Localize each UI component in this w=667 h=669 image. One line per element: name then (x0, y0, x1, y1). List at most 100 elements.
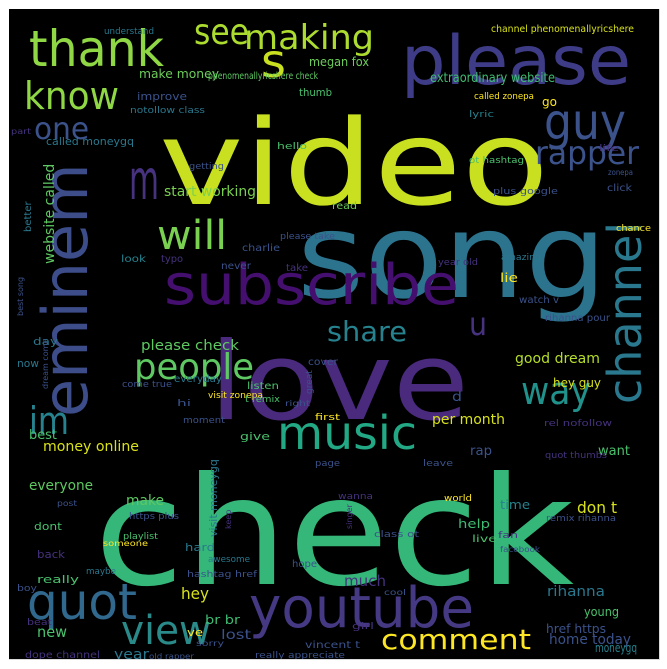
word-start-working: start working (164, 184, 256, 200)
word-please: please (401, 22, 631, 101)
word-music: music (277, 406, 417, 460)
word-charlie: charlie (242, 243, 280, 254)
word-fan: fan (498, 531, 518, 541)
word-don-t: don t (577, 498, 617, 517)
word-leave: leave (423, 459, 454, 469)
word-sorry: sorry (196, 639, 224, 648)
word-love: love (209, 320, 469, 445)
word-give: give (240, 430, 270, 443)
word-page: page (315, 459, 341, 469)
word-keep: keep (224, 510, 233, 529)
word-watch-v: watch v (519, 295, 559, 306)
word-chance: chance (616, 224, 651, 234)
word-m: m (129, 148, 159, 212)
word-quot-thumbs: quot thumbs (545, 451, 607, 461)
word-good-dream: good dream (515, 351, 600, 367)
word-thumb: thumb (299, 86, 332, 99)
word-im: im (29, 399, 69, 443)
word-d: d (452, 390, 462, 405)
word-rapper: rapper (535, 134, 640, 172)
word-dream-come: dream come (41, 339, 50, 389)
word-amazing: amazing (501, 253, 541, 263)
word-please-take: please take (280, 232, 335, 242)
word-life: life (599, 144, 620, 154)
word-look: look (121, 254, 146, 265)
word-one: one (34, 112, 89, 147)
word-getting: getting (189, 162, 224, 172)
word-someone: someone (103, 539, 148, 548)
word-hope: hope (292, 559, 317, 570)
word-lost: lost (221, 628, 251, 643)
word-awesome: awesome (208, 555, 250, 565)
word-ve: ve (187, 626, 203, 639)
word-playlist: playlist (123, 532, 159, 542)
word-thank: thank (29, 20, 164, 78)
word-rel-nofollow: rel nofollow (544, 419, 612, 429)
word-never: never (221, 261, 252, 272)
word-post: post (57, 499, 77, 508)
word-s: s (261, 34, 286, 88)
word-year-old: year old (438, 258, 478, 268)
word-facebook: facebook (500, 545, 540, 554)
word-know: know (24, 74, 119, 118)
word-hi: hi (177, 399, 191, 409)
word-view: view (121, 608, 211, 654)
word-moneygq: moneygq (595, 641, 637, 655)
word-per-month: per month (432, 412, 505, 428)
word-share: share (327, 315, 407, 348)
word-day: day (33, 335, 59, 348)
word-take: take (286, 263, 308, 274)
word-hey-guy: hey guy (553, 376, 601, 390)
word-extraordinary-website: extraordinary website (430, 71, 555, 86)
word-boy: boy (17, 584, 38, 594)
word-wanna: wanna (338, 492, 373, 502)
word-click: click (607, 183, 632, 194)
word-megan-fox: megan fox (309, 55, 369, 69)
cloud-background (9, 9, 659, 659)
word-cloud-panel: video check song love subscribe eminem please y… (9, 9, 660, 660)
word-called-zonepa: called zonepa (474, 92, 534, 102)
word-rihanna: rihanna (547, 584, 605, 600)
word-youtube: youtube (249, 576, 474, 641)
word-dont: dont (34, 520, 63, 533)
word-really-appreciate: really appreciate (255, 651, 346, 659)
word-lie: lie (500, 271, 518, 285)
word-visit-zonepa: visit zonepa (208, 391, 263, 401)
word-read: read (332, 201, 357, 212)
word-want: want (598, 444, 630, 459)
word-maybe: maybe (86, 567, 116, 577)
word-subscribe: subscribe (164, 253, 459, 318)
word-improve: improve (137, 90, 187, 103)
word-br-br: br br (205, 613, 240, 627)
word-guy: guy (544, 93, 626, 151)
word-vincent-t: vincent t (305, 640, 360, 651)
word-year: year (114, 647, 149, 659)
word-new: new (37, 623, 67, 641)
word-hashtag-href: hashtag href (187, 570, 258, 580)
word-make-money: make money (139, 67, 219, 81)
word-notollow-class: notollow class (130, 106, 205, 116)
word-website-called: website called (42, 164, 58, 264)
word-first: first (315, 413, 341, 423)
word-channel-phenomenallyricshere: channel phenomenallyricshere (491, 24, 634, 35)
word-beat: beat (27, 618, 53, 628)
word-go: go (542, 95, 557, 109)
word-cover: cover (308, 357, 339, 368)
word-song: song (297, 187, 607, 325)
word-now: now (17, 357, 39, 370)
word-world: world (444, 494, 472, 504)
word-everyday: everyday (174, 374, 222, 385)
word-will: will (157, 213, 227, 259)
word-young: young (584, 605, 619, 619)
word-best: best (29, 428, 57, 443)
word-video: video (159, 94, 549, 232)
word-listen: listen (247, 381, 279, 392)
word-remix-rihanna: remix rihanna (546, 514, 616, 524)
word-lyric: lyric (469, 110, 494, 120)
word-ot-hashtag: ot hashtag (469, 156, 524, 166)
word-class-ot: class ot (374, 530, 420, 540)
word-way: way (521, 369, 591, 413)
word-hello: hello (277, 142, 308, 152)
word-really: really (37, 573, 80, 586)
word-help: help (458, 517, 490, 531)
